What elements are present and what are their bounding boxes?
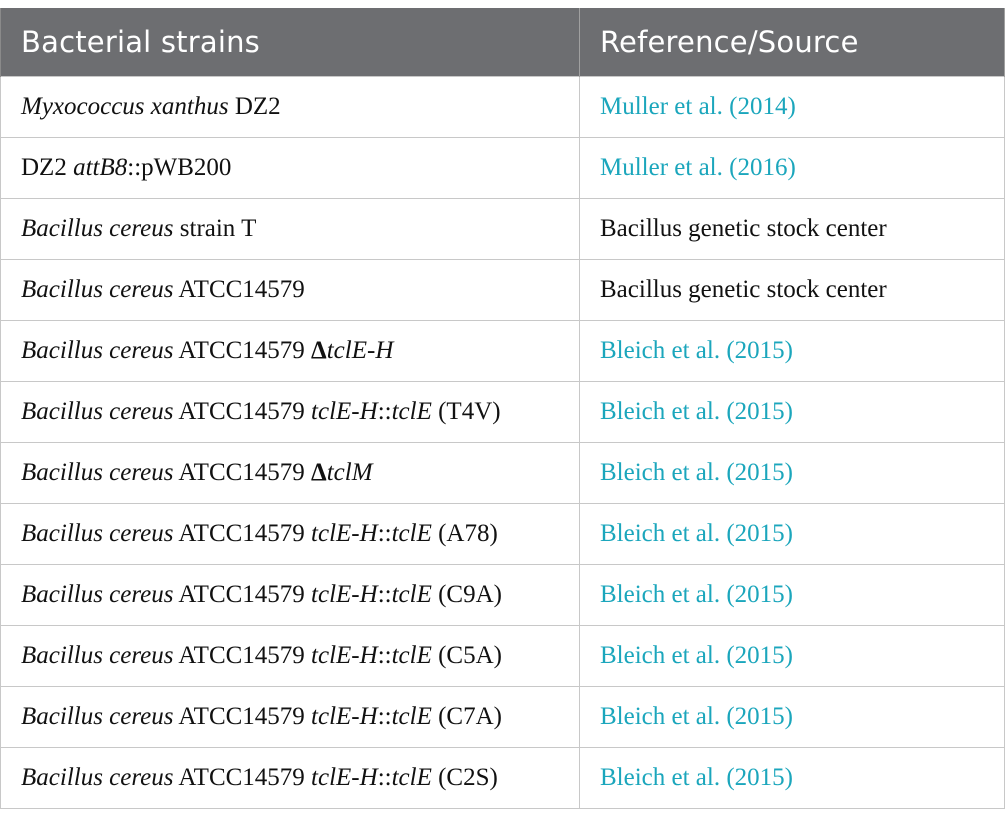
strain-text: ATCC14579	[173, 703, 312, 730]
strain-cell: Bacillus cereus ATCC14579 tclE-H::tclE (…	[0, 686, 580, 748]
table-row: Bacillus cereus ATCC14579 tclE-H::tclE (…	[0, 686, 1005, 748]
strain-italic-text: Bacillus cereus	[21, 642, 174, 669]
table-row: Bacillus cereus ATCC14579 ΔtclM Bleich et…	[0, 442, 1005, 504]
strain-text: DZ2	[228, 93, 281, 120]
strain-italic-text: Bacillus cereus	[21, 337, 174, 364]
strain-italic-text: tclE-H	[311, 764, 378, 791]
strain-italic-text: Bacillus cereus	[21, 215, 174, 242]
strain-text: ATCC14579	[173, 520, 312, 547]
reference-link[interactable]: Bleich et al. (2015)	[579, 747, 1005, 809]
table-body: Myxococcus xanthus DZ2 Muller et al. (201…	[0, 76, 1005, 809]
strain-italic-text: Myxococcus xanthus	[21, 93, 229, 120]
strain-cell: Bacillus cereus ATCC14579 tclE-H::tclE (…	[0, 381, 580, 443]
strain-text: ::	[377, 703, 392, 730]
strain-cell: Bacillus cereus ATCC14579 tclE-H::tclE (…	[0, 747, 580, 809]
strain-text: (C7A)	[431, 703, 502, 730]
strain-italic-text: tclE-H	[311, 642, 378, 669]
strain-text: (C9A)	[431, 581, 502, 608]
table-row: Bacillus cereus ATCC14579 tclE-H::tclE (…	[0, 625, 1005, 687]
strain-cell: Bacillus cereus ATCC14579 tclE-H::tclE (…	[0, 564, 580, 626]
table-row: Bacillus cereus ATCC14579 tclE-H::tclE (…	[0, 503, 1005, 565]
strain-text: ATCC14579	[173, 337, 312, 364]
strain-italic-text: Bacillus cereus	[21, 520, 174, 547]
strain-cell: Bacillus cereus ATCC14579 tclE-H::tclE (…	[0, 625, 580, 687]
table-row: Bacillus cereus ATCC14579 ΔtclE-H Bleich …	[0, 320, 1005, 382]
strain-italic-text: Bacillus cereus	[21, 276, 174, 303]
strain-text: DZ2	[21, 154, 74, 181]
header-reference-source: Reference/Source	[579, 8, 1005, 77]
header-bacterial-strains: Bacterial strains	[0, 8, 580, 77]
strain-text: ::	[377, 398, 392, 425]
reference-text: Bacillus genetic stock center	[579, 198, 1005, 260]
table-row: DZ2 attB8::pWB200 Muller et al. (2016)	[0, 137, 1005, 199]
reference-link[interactable]: Muller et al. (2016)	[579, 137, 1005, 199]
strain-text: (A78)	[431, 520, 498, 547]
strain-text: ATCC14579	[173, 581, 312, 608]
reference-link[interactable]: Bleich et al. (2015)	[579, 564, 1005, 626]
reference-link[interactable]: Bleich et al. (2015)	[579, 381, 1005, 443]
strain-italic-text: tclM	[326, 459, 373, 486]
table-row: Bacillus cereus strain T Bacillus genetic…	[0, 198, 1005, 260]
strain-text: (C5A)	[431, 642, 502, 669]
strain-italic-text: attB8	[73, 154, 128, 181]
reference-link[interactable]: Bleich et al. (2015)	[579, 442, 1005, 504]
strain-text: strain T	[173, 215, 257, 242]
strain-italic-text: tclE	[391, 581, 432, 608]
reference-link[interactable]: Bleich et al. (2015)	[579, 686, 1005, 748]
table-header: Bacterial strains Reference/Source	[0, 8, 1005, 77]
reference-link[interactable]: Bleich et al. (2015)	[579, 320, 1005, 382]
strain-italic-text: tclE	[391, 703, 432, 730]
strain-italic-text: Bacillus cereus	[21, 398, 174, 425]
reference-link[interactable]: Muller et al. (2014)	[579, 76, 1005, 138]
strain-cell: DZ2 attB8::pWB200	[0, 137, 580, 199]
table-row: Bacillus cereus ATCC14579 tclE-H::tclE (…	[0, 564, 1005, 626]
strain-italic-text: tclE	[391, 398, 432, 425]
strain-cell: Bacillus cereus ATCC14579	[0, 259, 580, 321]
table-row: Myxococcus xanthus DZ2 Muller et al. (201…	[0, 76, 1005, 138]
table-row: Bacillus cereus ATCC14579 Bacillus geneti…	[0, 259, 1005, 321]
strain-cell: Bacillus cereus ATCC14579 tclE-H::tclE (…	[0, 503, 580, 565]
header-row: Bacterial strains Reference/Source	[0, 8, 1005, 77]
strain-italic-text: tclE	[391, 520, 432, 547]
bacterial-strains-table: Bacterial strains Reference/Source Myxoc…	[0, 8, 1005, 809]
strain-italic-text: tclE-H	[311, 703, 378, 730]
strain-italic-text: Bacillus cereus	[21, 459, 174, 486]
strain-text: ::	[377, 764, 392, 791]
strain-italic-text: Bacillus cereus	[21, 703, 174, 730]
strain-text: ATCC14579	[173, 642, 312, 669]
strain-italic-text: tclE-H	[326, 337, 394, 364]
strain-cell: Bacillus cereus ATCC14579 ΔtclM	[0, 442, 580, 504]
delta-symbol: Δ	[311, 459, 327, 486]
strain-text: ::pWB200	[127, 154, 232, 181]
table-row: Bacillus cereus ATCC14579 tclE-H::tclE (…	[0, 381, 1005, 443]
strain-text: (T4V)	[431, 398, 501, 425]
strain-text: ATCC14579	[173, 398, 312, 425]
table-row: Bacillus cereus ATCC14579 tclE-H::tclE (…	[0, 747, 1005, 809]
delta-symbol: Δ	[311, 337, 327, 364]
strain-italic-text: tclE-H	[311, 398, 378, 425]
strain-text: ATCC14579	[173, 764, 312, 791]
strain-text: (C2S)	[431, 764, 498, 791]
strain-text: ATCC14579	[173, 459, 312, 486]
strain-cell: Bacillus cereus ATCC14579 ΔtclE-H	[0, 320, 580, 382]
strain-cell: Myxococcus xanthus DZ2	[0, 76, 580, 138]
strain-italic-text: Bacillus cereus	[21, 764, 174, 791]
strain-italic-text: tclE-H	[311, 581, 378, 608]
strain-italic-text: tclE	[391, 642, 432, 669]
strain-text: ::	[377, 642, 392, 669]
strain-italic-text: tclE-H	[311, 520, 378, 547]
strain-cell: Bacillus cereus strain T	[0, 198, 580, 260]
strain-text: ::	[377, 581, 392, 608]
strain-italic-text: Bacillus cereus	[21, 581, 174, 608]
reference-link[interactable]: Bleich et al. (2015)	[579, 625, 1005, 687]
reference-link[interactable]: Bleich et al. (2015)	[579, 503, 1005, 565]
strain-text: ATCC14579	[173, 276, 305, 303]
strain-italic-text: tclE	[391, 764, 432, 791]
strain-text: ::	[377, 520, 392, 547]
reference-text: Bacillus genetic stock center	[579, 259, 1005, 321]
